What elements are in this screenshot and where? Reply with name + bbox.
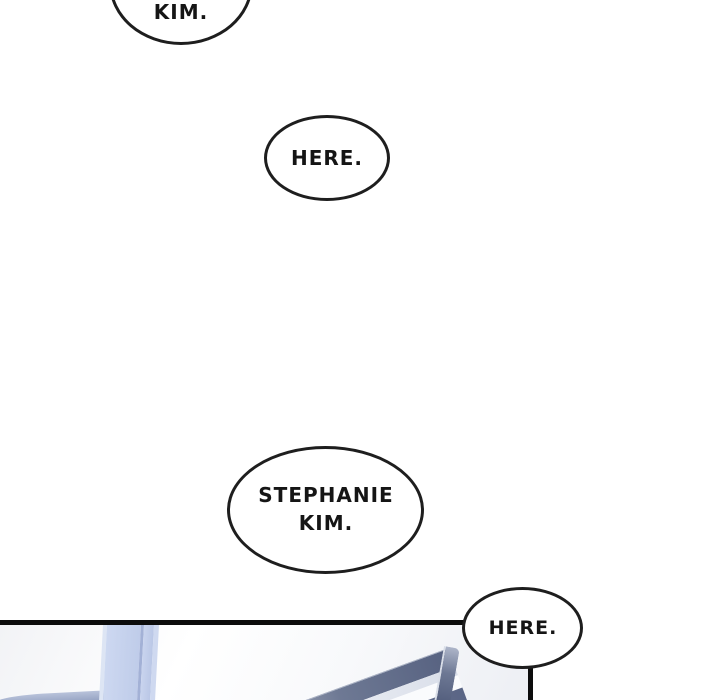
speech-bubble-text: STEPHANIE KIM. [258,481,393,537]
speech-bubble-text: HERE. [488,617,558,639]
speech-bubble-text: KIM. [153,0,209,24]
comic-panel [0,620,533,700]
speech-bubble-line: STEPHANIE [258,483,394,507]
speech-bubble-here-lower [462,587,583,669]
pillar-face [103,625,141,700]
pillar [99,625,159,700]
speech-bubble-line: KIM. [298,511,354,535]
speech-bubble-stephanie-kim [227,446,424,574]
speech-bubble-text: HERE. [290,146,364,170]
speech-bubble-here-upper [264,115,390,201]
desk-edge [0,689,115,700]
